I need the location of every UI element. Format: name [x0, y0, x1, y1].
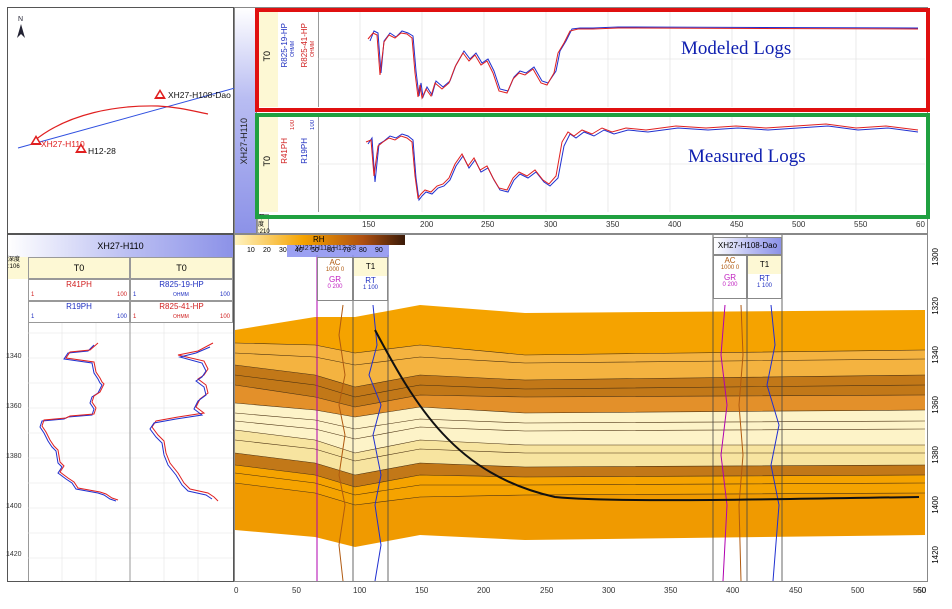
modeled-track2-header: R825-19-HP OHMM R825-41-HP OHMM	[278, 11, 319, 107]
section-line	[17, 87, 236, 149]
well-marker-h108[interactable]	[154, 89, 166, 99]
measured-curve-red	[365, 123, 919, 200]
well-name-h108: XH27-H108-Dao	[168, 90, 231, 100]
layer-stack	[235, 305, 925, 547]
well-marker-h12[interactable]	[75, 143, 87, 153]
left-track1-blue	[39, 344, 117, 502]
left-depth-axis: 1340 1360 1380 1400 1420	[6, 323, 29, 581]
measured-logs-label: Measured Logs	[688, 146, 806, 167]
layer-lines	[234, 342, 926, 506]
well2-log-header-right: T1 RT 1 100	[747, 255, 782, 299]
rh-legend-bar	[235, 235, 405, 245]
left-track2-blue	[149, 346, 213, 500]
top-x-axis: 150 200 250 300 350 400 450 500 550 60	[362, 220, 925, 229]
well-label-bar: XH27-H110	[235, 8, 257, 233]
measured-curve-blue	[367, 125, 919, 202]
left-well-logs	[28, 323, 233, 581]
well2-log-header-left: AC 1000 0 GR 0 200	[713, 255, 747, 299]
well-marker-h110[interactable]	[30, 135, 42, 145]
left-track2-title: T0	[130, 257, 233, 279]
r19ph-header: R19PH 1 100	[28, 301, 130, 323]
well-label: XH27-H110	[239, 118, 249, 165]
well1-log-header-right: T1 RT 1 100	[353, 257, 388, 301]
modeled-logs-box	[255, 8, 930, 112]
left-track2-red	[151, 342, 219, 502]
left-well-title: XH27-H110	[8, 235, 233, 258]
well-name-h12: H12-28	[88, 146, 116, 156]
measured-logs-box	[255, 113, 930, 219]
cross-section-panel: RH XH27-H110 H12-28 10 20 30 40 50 60 70…	[234, 234, 928, 582]
measured-logs-chart	[318, 116, 925, 212]
modeled-curve-red	[367, 27, 919, 100]
left-depth-header: 深度 :106	[8, 257, 29, 279]
left-well-panel: XH27-H110 深度 :106 T0 T0 R41PH 1 100 R19P…	[6, 234, 234, 582]
well-trajectory	[33, 105, 209, 142]
rh-legend-overlay	[287, 245, 389, 257]
left-track1-red	[41, 342, 119, 501]
horizontal-well-trajectory	[374, 329, 920, 502]
measured-logs-row: T0 R41PH 100 R19PH 100	[258, 116, 925, 212]
synthetic-log-panel: XH27-H110 深度 :210	[234, 7, 928, 235]
cross-section-canvas	[234, 235, 926, 582]
measured-track2-header: R41PH 100 R19PH 100	[278, 116, 319, 212]
rh-legend-title: RH	[313, 235, 325, 244]
bottom-x-axis: 0 50 100 150 200 250 300 350 400 450 500…	[234, 586, 927, 595]
well-map-canvas: N	[17, 16, 236, 153]
modeled-logs-row: T0 R825-19-HP OHMM R825-41-HP OHMM	[258, 11, 925, 107]
r41ph-header: R41PH 1 100	[28, 279, 130, 301]
modeled-curve-blue	[369, 26, 919, 99]
well-map-panel[interactable]: N XH27-H108-Dao XH27-H110 H12-28	[7, 7, 236, 234]
r825-19-header: R825-19-HP 1 OHMM 100	[130, 279, 233, 301]
r825-41-header: R825-41-HP 1 OHMM 100	[130, 301, 233, 323]
modeled-logs-label: Modeled Logs	[681, 38, 792, 59]
north-arrow-icon	[17, 24, 25, 38]
modeled-logs-chart	[318, 11, 925, 107]
right-depth-axis: 1300 1320 1340 1360 1380 1400 1420	[931, 248, 940, 564]
left-track1-title: T0	[28, 257, 130, 279]
well-name-h110: XH27-H110	[41, 139, 85, 149]
well1-log-header-left: AC 1000 0 GR 0 200	[317, 257, 353, 301]
well2-title: XH27-H108-Dao	[713, 237, 782, 255]
rh-legend-overlay-text: XH27-H110 H12-28	[295, 245, 356, 252]
well1-tracks	[316, 255, 389, 582]
north-arrow-label: N	[18, 16, 23, 23]
